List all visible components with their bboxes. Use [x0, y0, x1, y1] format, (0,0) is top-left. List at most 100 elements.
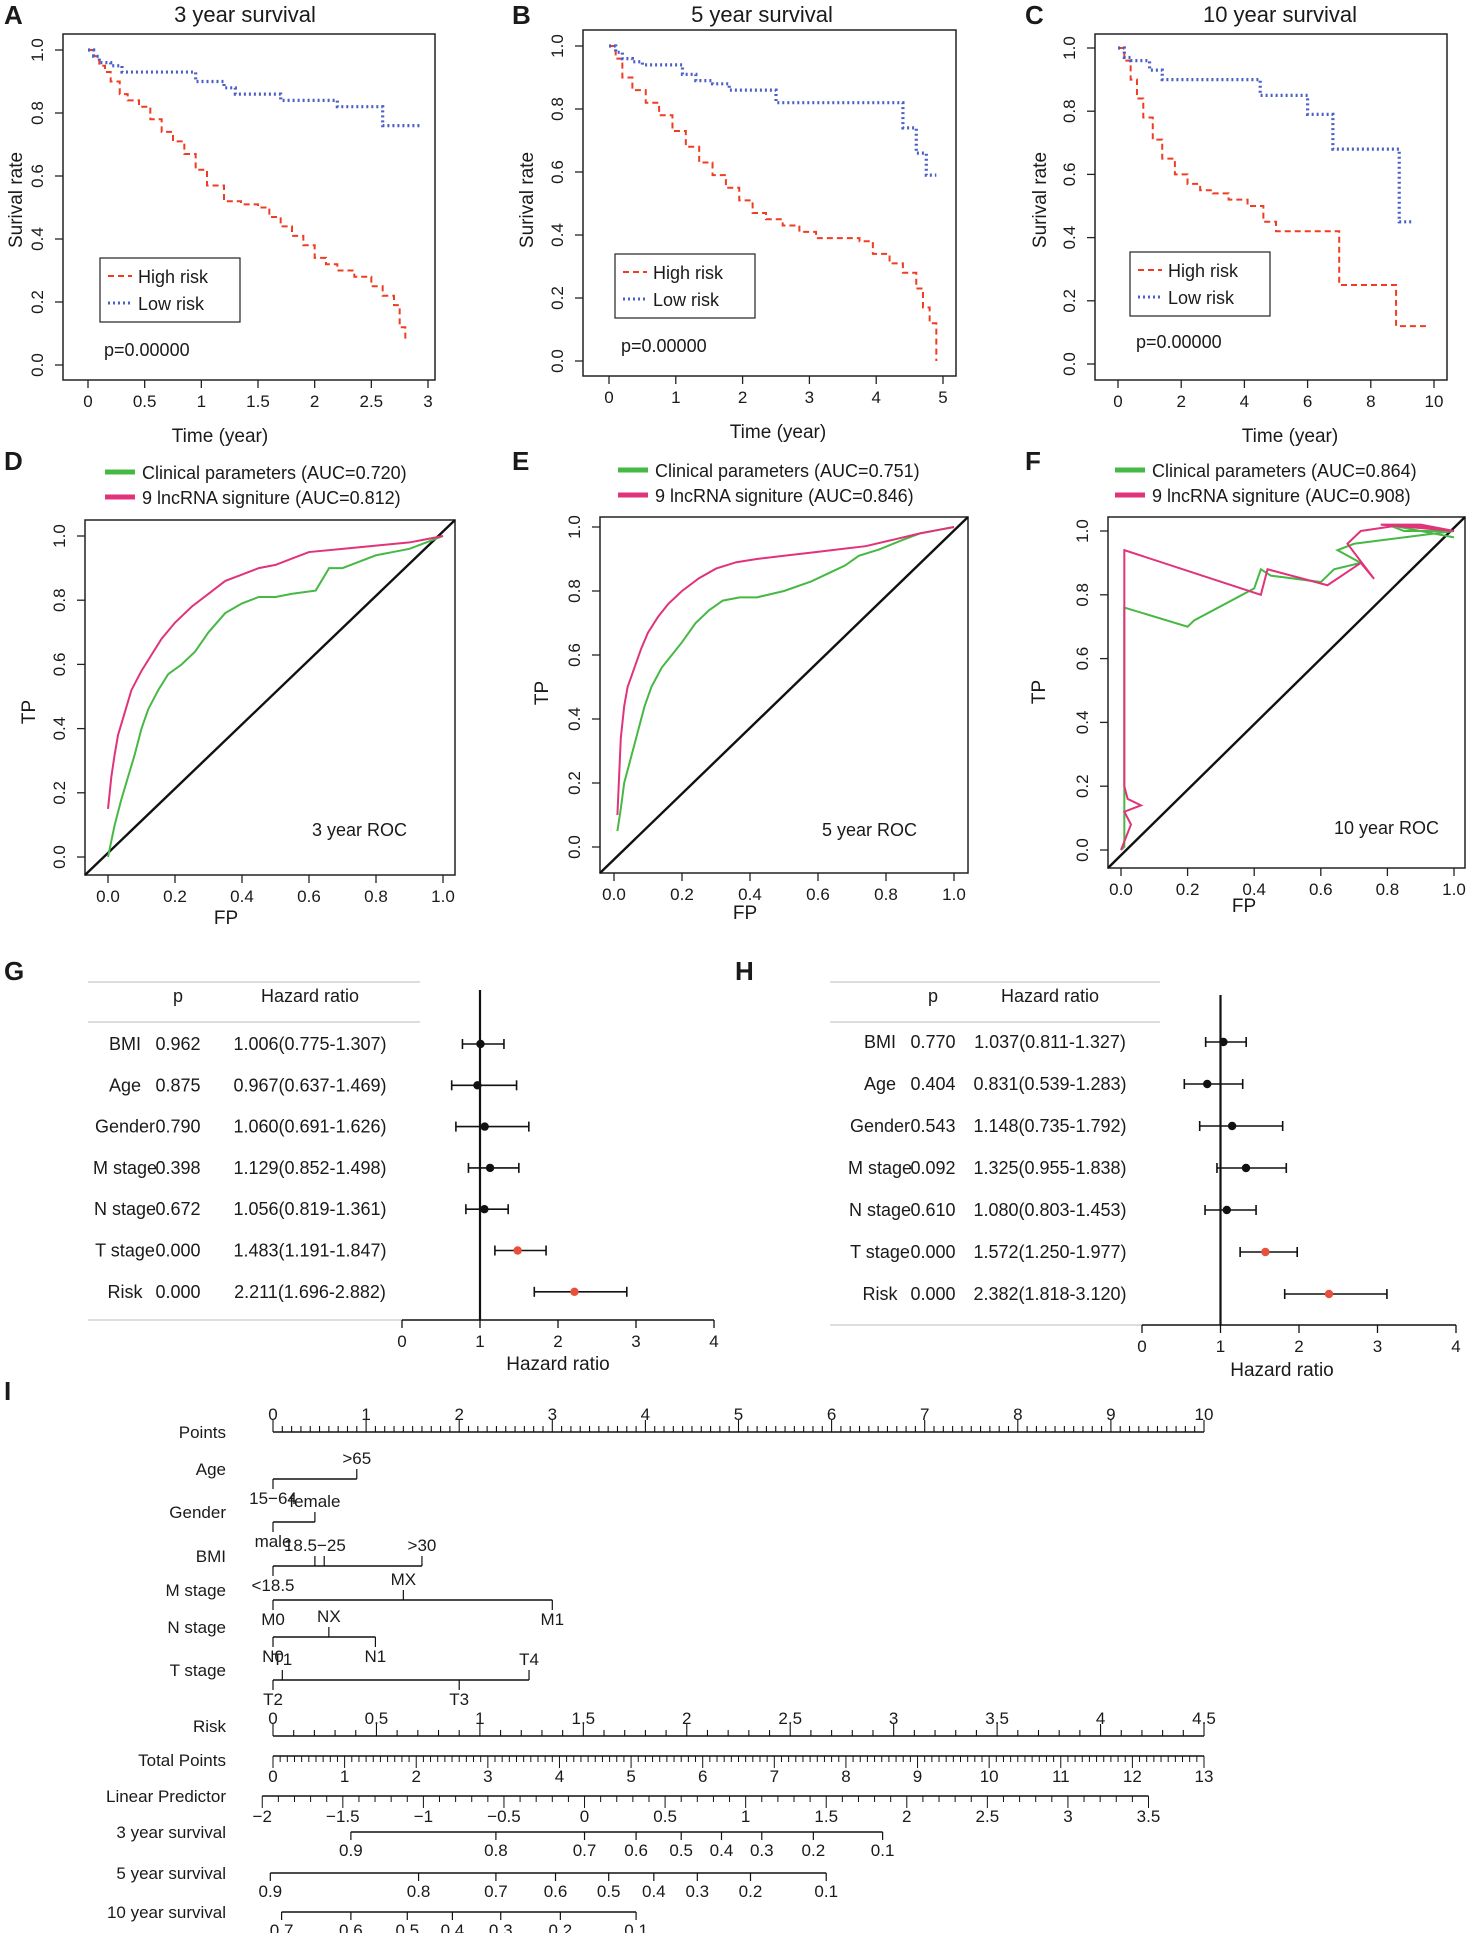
nomogram-survival-tick-label: 0.6: [624, 1841, 648, 1860]
nomogram-survival-tick-label: 0.9: [258, 1882, 282, 1901]
nomogram-variable-tick-label: T3: [449, 1690, 469, 1709]
y-tick-label-roc-5yr: 0.8: [565, 579, 584, 603]
forest-h-row-name: N stage: [849, 1200, 911, 1220]
km-curve-high-risk-3yr: [88, 49, 407, 340]
nomogram-points-tick-label: 6: [827, 1405, 836, 1424]
x-tick-label-roc-10yr: 0.6: [1309, 880, 1333, 899]
nomogram-total-points-tick-label: 3: [483, 1767, 492, 1786]
forest-g-row-hr: 0.967(0.637-1.469): [233, 1075, 386, 1095]
nomogram-variable-tick-label: MX: [391, 1570, 417, 1589]
plot-frame-km-10yr: [1094, 33, 1448, 381]
nomogram-points-tick-label: 2: [454, 1405, 463, 1424]
nomogram-total-points-label: Total Points: [138, 1751, 226, 1770]
forest-h-row-p: 0.000: [910, 1242, 955, 1262]
xlabel-km-3yr: Time (year): [172, 426, 268, 447]
forest-g-x-tick-label: 1: [475, 1332, 484, 1351]
nomogram-variable-tick-label: >65: [342, 1449, 371, 1468]
y-tick-label-roc-5yr: 0.0: [565, 835, 584, 859]
forest-g-row-p: 0.000: [155, 1282, 200, 1302]
nomogram-risk-label: Risk: [193, 1717, 227, 1736]
x-tick-label-roc-3yr: 0.4: [230, 887, 254, 906]
nomogram-variable-tick-label: M1: [540, 1610, 564, 1629]
x-tick-label-roc-10yr: 1.0: [1442, 880, 1466, 899]
nomogram-points-tick-label: 10: [1195, 1405, 1214, 1424]
forest-h-point: [1241, 1163, 1251, 1173]
nomogram-survival-tick-label: 0.8: [407, 1882, 431, 1901]
y-tick-label-roc-10yr: 0.2: [1073, 774, 1092, 798]
x-tick-label-km-3yr: 2.5: [360, 392, 384, 411]
nomogram-survival-tick-label: 0.6: [339, 1921, 363, 1933]
forest-g-row-hr: 1.060(0.691-1.626): [233, 1117, 386, 1137]
chart-layer: 0 0.5 1 1.5 2 2.5 30.00.20.40.60.81.00 1 2 3 4 50.0…: [28, 29, 1466, 1933]
km-curve-low-risk-5yr: [609, 44, 937, 177]
nomogram-survival-tick-label: 0.7: [573, 1841, 597, 1860]
legend-signature-3yr: 9 lncRNA signiture (AUC=0.812): [142, 488, 401, 508]
km-curve-high-risk-5yr: [609, 45, 938, 361]
forest-g-row-name: T stage: [95, 1241, 155, 1261]
y-tick-label-km-3yr: 0.2: [28, 290, 47, 314]
nomogram-variable-tick-label: N0: [262, 1647, 284, 1666]
y-tick-label-roc-10yr: 0.6: [1073, 647, 1092, 671]
forest-g-x-tick-label: 2: [553, 1332, 562, 1351]
nomogram-total-points-tick-label: 10: [980, 1767, 999, 1786]
nomogram-total-points-tick-label: 12: [1123, 1767, 1142, 1786]
forest-g-row-p: 0.962: [155, 1034, 200, 1054]
nomogram-variable-tick-label: 15−64: [249, 1489, 297, 1508]
nomogram-survival-tick-label: 0.3: [686, 1882, 710, 1901]
nomogram-variable-label: BMI: [196, 1547, 226, 1566]
x-tick-label-km-5yr: 1: [671, 388, 680, 407]
nomogram-variable-label: N stage: [167, 1618, 226, 1637]
x-tick-label-roc-10yr: 0.4: [1242, 880, 1266, 899]
roc-curve-clinical-5yr: [616, 526, 955, 832]
legend-box-km-5yr: [614, 253, 756, 319]
x-tick-label-km-5yr: 5: [938, 388, 947, 407]
y-tick-label-roc-10yr: 1.0: [1073, 519, 1092, 543]
x-tick-label-km-3yr: 0: [83, 392, 92, 411]
forest-h-x-tick-label: 2: [1294, 1337, 1303, 1356]
nomogram-variable-tick-label: 18.5−25: [284, 1536, 346, 1555]
legend-box-km-10yr: [1129, 251, 1271, 317]
nomogram-survival-tick-label: 0.2: [549, 1921, 573, 1933]
y-tick-label-roc-3yr: 0.6: [50, 653, 69, 677]
nomogram-linear-predictor-tick-label: −2: [253, 1807, 272, 1826]
nomogram-survival-tick-label: 0.4: [642, 1882, 666, 1901]
y-tick-label-km-10yr: 0.2: [1060, 289, 1079, 313]
nomogram-risk-tick-label: 3: [889, 1709, 898, 1728]
forest-g-row-p: 0.875: [155, 1075, 200, 1095]
nomogram-points-tick-label: 8: [1013, 1405, 1022, 1424]
y-tick-label-km-5yr: 0.6: [548, 160, 567, 184]
forest-h-row-name: BMI: [864, 1032, 896, 1052]
title-km-3yr: 3 year survival: [174, 2, 316, 27]
nomogram-linear-predictor-tick-label: 0.5: [653, 1807, 677, 1826]
y-tick-label-km-3yr: 1.0: [28, 38, 47, 62]
legend-clinical-10yr: Clinical parameters (AUC=0.864): [1152, 461, 1417, 481]
ylabel-km-3yr: Surival rate: [6, 152, 27, 248]
nomogram-survival-tick-label: 0.3: [489, 1921, 513, 1933]
forest-g-row-hr: 1.006(0.775-1.307): [233, 1034, 386, 1054]
x-tick-label-roc-10yr: 0.2: [1176, 880, 1200, 899]
forest-h-row-hr: 1.037(0.811-1.327): [974, 1032, 1126, 1052]
nomogram-linear-predictor-tick-label: 1: [741, 1807, 750, 1826]
title-km-5yr: 5 year survival: [691, 2, 833, 27]
ylabel-km-10yr: Surival rate: [1030, 152, 1051, 248]
forest-h-row-p: 0.092: [910, 1158, 955, 1178]
y-tick-label-roc-5yr: 0.2: [565, 771, 584, 795]
nomogram-survival-tick-label: 0.3: [750, 1841, 774, 1860]
roc-label-10yr: 10 year ROC: [1334, 818, 1439, 838]
nomogram-survival-tick-label: 0.7: [484, 1882, 508, 1901]
nomogram-survival-tick-label: 0.1: [814, 1882, 838, 1901]
forest-h-point: [1261, 1247, 1270, 1257]
nomogram-total-points-tick-label: 11: [1052, 1767, 1070, 1786]
roc-curve-clinical-10yr: [1120, 523, 1455, 851]
nomogram-linear-predictor-tick-label: 1.5: [814, 1807, 838, 1826]
forest-h-row-p: 0.770: [910, 1032, 955, 1052]
y-tick-label-km-5yr: 0.2: [548, 286, 567, 310]
y-tick-label-km-5yr: 0.4: [548, 223, 567, 247]
forest-g-point: [513, 1246, 522, 1255]
forest-g-row-hr: 1.129(0.852-1.498): [233, 1158, 386, 1178]
forest-h-row-name: T stage: [850, 1242, 910, 1262]
nomogram-linear-predictor-tick-label: 3.5: [1137, 1807, 1161, 1826]
x-tick-label-roc-3yr: 1.0: [431, 887, 455, 906]
forest-g-header-p: p: [173, 986, 183, 1006]
x-tick-label-km-5yr: 2: [738, 388, 747, 407]
